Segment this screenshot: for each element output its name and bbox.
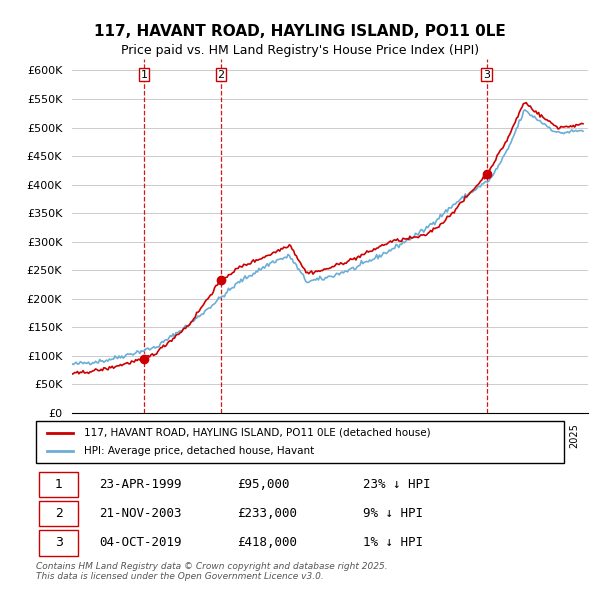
FancyBboxPatch shape	[38, 530, 78, 556]
FancyBboxPatch shape	[38, 501, 78, 526]
Text: 2: 2	[55, 507, 62, 520]
Text: 21-NOV-2003: 21-NOV-2003	[100, 507, 182, 520]
Text: 23-APR-1999: 23-APR-1999	[100, 478, 182, 491]
Text: 1% ↓ HPI: 1% ↓ HPI	[364, 536, 424, 549]
FancyBboxPatch shape	[38, 471, 78, 497]
Text: 23% ↓ HPI: 23% ↓ HPI	[364, 478, 431, 491]
Text: 04-OCT-2019: 04-OCT-2019	[100, 536, 182, 549]
Text: £95,000: £95,000	[236, 478, 289, 491]
Text: HPI: Average price, detached house, Havant: HPI: Average price, detached house, Hava…	[83, 446, 314, 456]
Text: 3: 3	[55, 536, 62, 549]
Text: 1: 1	[141, 70, 148, 80]
Text: £418,000: £418,000	[236, 536, 296, 549]
Text: £233,000: £233,000	[236, 507, 296, 520]
Text: 3: 3	[483, 70, 490, 80]
Text: Contains HM Land Registry data © Crown copyright and database right 2025.
This d: Contains HM Land Registry data © Crown c…	[36, 562, 388, 581]
Text: Price paid vs. HM Land Registry's House Price Index (HPI): Price paid vs. HM Land Registry's House …	[121, 44, 479, 57]
Text: 117, HAVANT ROAD, HAYLING ISLAND, PO11 0LE (detached house): 117, HAVANT ROAD, HAYLING ISLAND, PO11 0…	[83, 428, 430, 438]
Text: 1: 1	[55, 478, 62, 491]
Text: 117, HAVANT ROAD, HAYLING ISLAND, PO11 0LE: 117, HAVANT ROAD, HAYLING ISLAND, PO11 0…	[94, 24, 506, 38]
Text: 2: 2	[217, 70, 224, 80]
Text: 9% ↓ HPI: 9% ↓ HPI	[364, 507, 424, 520]
FancyBboxPatch shape	[36, 421, 564, 463]
